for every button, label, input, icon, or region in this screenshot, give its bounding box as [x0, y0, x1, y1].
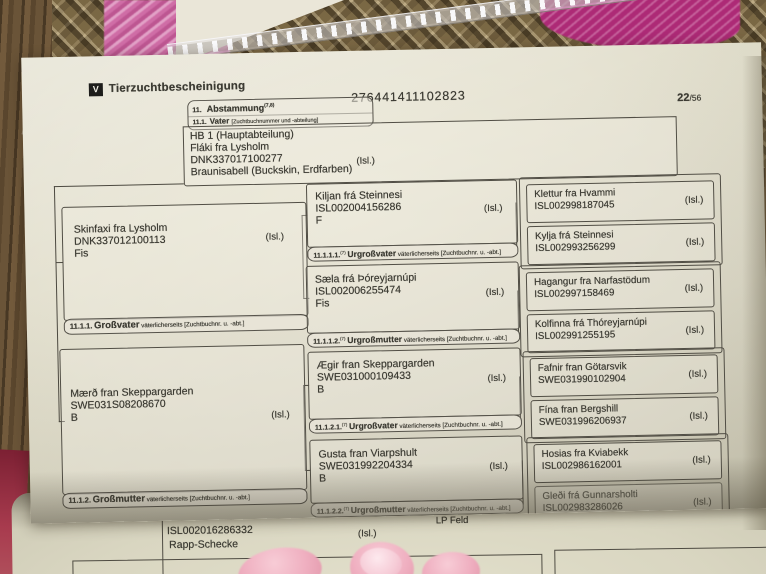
- pedigree-box-gggp-4: Kolfinna frá Thóreyjarnúpi ISL0029912551…: [526, 310, 716, 354]
- pedigree-group-1: Klettur fra Hvammi ISL002998187045 (Isl.…: [518, 173, 723, 270]
- sire-country-tag: (Isl.): [356, 155, 376, 167]
- country-tag: (Isl.): [265, 231, 285, 243]
- country-tag: (Isl.): [685, 324, 705, 336]
- country-tag: (Isl.): [692, 454, 711, 466]
- connector-line: [53, 186, 60, 423]
- country-tag: (Isl.): [688, 368, 708, 380]
- pedigree-box-granddam: Mærð fran Skeppargarden SWE031S08208670 …: [59, 343, 308, 510]
- box-label: 11.1.1.1.(7) Urgroßvater väterlicherseit…: [307, 242, 519, 262]
- dam-reg: ISL002016286332: [166, 523, 253, 538]
- page-indicator: 22/56: [677, 88, 701, 107]
- pedigree-box-gggp-2: Kylja frá Steinnesi ISL002993256299 (Isl…: [526, 222, 716, 266]
- horse-grade: B: [318, 472, 327, 485]
- country-tag: (Isl.): [487, 372, 507, 385]
- country-tag: (Isl.): [485, 286, 505, 299]
- country-tag: (Isl.): [271, 409, 290, 421]
- country-tag: (Isl.): [684, 282, 704, 294]
- connector-line: [53, 183, 184, 188]
- pedigree-box-ggp-3: Ægir fran Skeppargarden SWE031000109433 …: [307, 347, 523, 434]
- pedigree-box-ggp-2: Sæla frá Þóreyjarnúpi ISL002006255474 Fi…: [305, 261, 521, 348]
- horse-name: Hosias fra Kviabekk: [541, 447, 629, 460]
- country-tag: (Isl.): [689, 410, 708, 422]
- section-v-badge: V: [88, 83, 104, 97]
- connector-line: [521, 460, 524, 505]
- page-edge-shadow: [742, 56, 766, 530]
- horse-name: Mærð fran Skeppargarden: [70, 385, 194, 400]
- box-label: 11.1.2.1.(7) Urgroßvater väterlicherseit…: [308, 414, 523, 434]
- dam-color: Rapp-Schecke: [169, 538, 239, 552]
- page-number: 22: [677, 91, 690, 105]
- pedigree-box-gggp-1: Klettur fra Hvammi ISL002998187045 (Isl.…: [525, 180, 715, 224]
- box-label: 11.1.1.2.(7) Urgroßmutter väterlichersei…: [307, 328, 521, 348]
- horse-name: Gleði frá Gunnarsholti: [542, 488, 638, 502]
- country-tag: (Isl.): [693, 496, 712, 508]
- pedigree-box-gggp-5: Fafnir fran Götarsvik SWE031990102904 (I…: [529, 354, 719, 398]
- pedigree-box-ggp-4: Gusta fran Viarpshult SWE031992204334 B …: [309, 435, 524, 518]
- connector-line: [304, 469, 311, 471]
- bottom-box-right: [554, 546, 766, 574]
- form-title: Tierzuchtbescheinigung: [108, 80, 246, 95]
- pedigree-box-gggp-7: Hosias fra Kviabekk ISL002986162001 (Isl…: [533, 440, 723, 484]
- pedigree-form-page: V Tierzuchtbescheinigung 276441411102823…: [21, 42, 766, 524]
- pedigree-box-gggp-6: Fína fran Bergshill SWE031996206937 (Isl…: [530, 396, 720, 440]
- pedigree-box-ggp-1: Kiljan frá Steinnesi ISL002004156286 F (…: [305, 179, 519, 262]
- page-total: /56: [689, 92, 702, 103]
- pedigree-group-2: Hagangur fra Narfastödum ISL002997158469…: [518, 261, 723, 358]
- pedigree-box-grandsire: Skinfaxi fra Lysholm DNK337012100113 Fis…: [61, 201, 309, 335]
- box-label: 11.1.1. Großvater väterlicherseits [Zuch…: [63, 313, 309, 335]
- box-label: 11.1.2. Großmutter väterlicherseits [Zuc…: [62, 487, 308, 510]
- country-tag: (Isl.): [684, 194, 704, 206]
- pedigree-group-3: Fafnir fran Götarsvik SWE031990102904 (I…: [522, 347, 727, 444]
- country-tag: (Isl.): [489, 460, 508, 473]
- lp-feld-label: LP Feld: [435, 514, 469, 527]
- dam-country-tag: (Isl.): [357, 528, 377, 540]
- country-tag: (Isl.): [483, 202, 503, 215]
- pedigree-box-gggp-3: Hagangur fra Narfastödum ISL002997158469…: [525, 268, 715, 312]
- country-tag: (Isl.): [685, 236, 705, 248]
